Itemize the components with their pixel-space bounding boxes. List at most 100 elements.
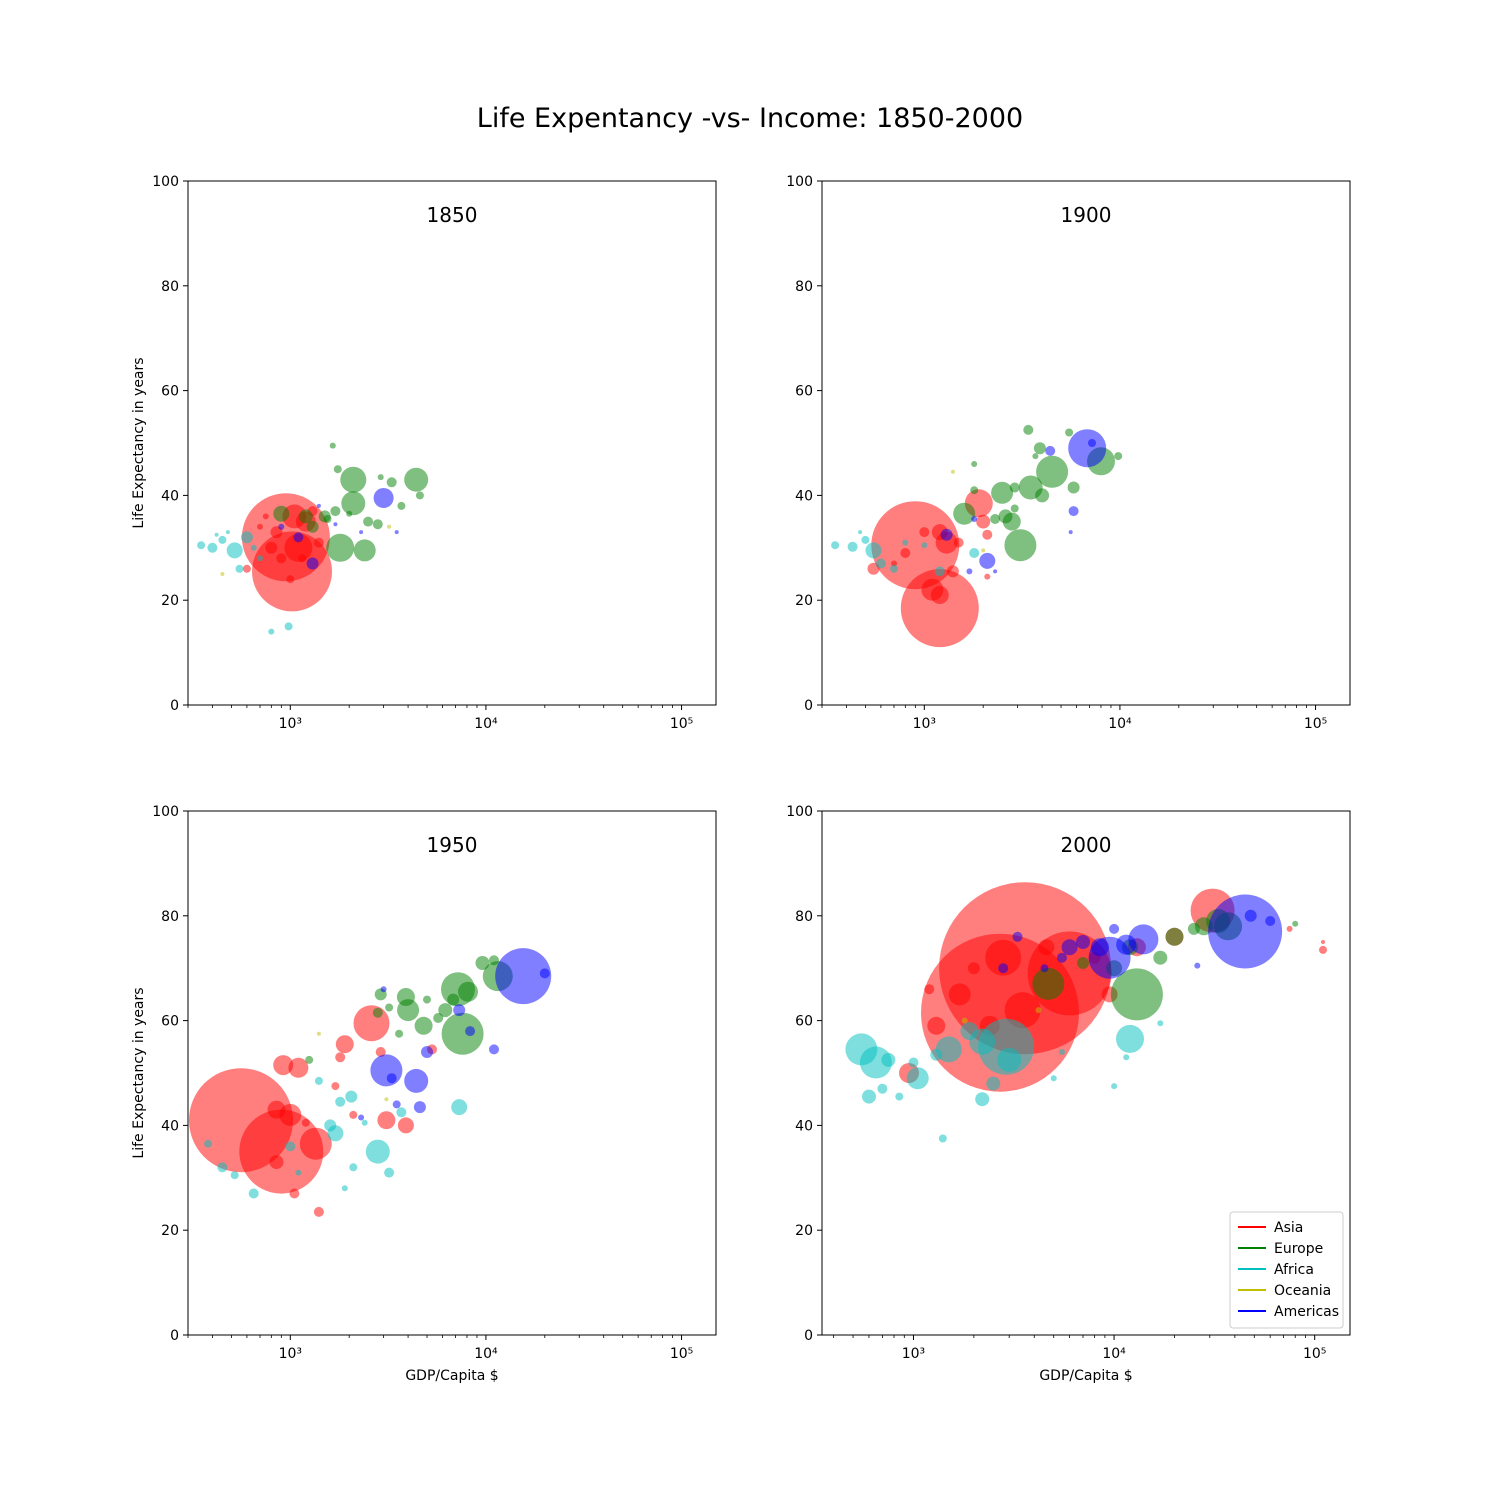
chart-panel-1850: 0 20 40 60 80 100 10³ 10⁴ 10⁵ 1850 Life Expectancy… bbox=[131, 174, 717, 732]
scatter-point bbox=[1194, 962, 1201, 969]
scatter-point bbox=[940, 528, 953, 541]
scatter-point bbox=[458, 981, 478, 1002]
scatter-point bbox=[924, 984, 935, 995]
scatter-point bbox=[1116, 1024, 1144, 1053]
scatter-point bbox=[1165, 927, 1184, 946]
scatter-point bbox=[900, 569, 979, 648]
scatter-point bbox=[1065, 428, 1074, 437]
scatter-point bbox=[946, 565, 959, 578]
y-tick-label: 80 bbox=[795, 279, 813, 295]
scatter-point bbox=[396, 988, 415, 1006]
scatter-point bbox=[404, 1068, 429, 1093]
scatter-point bbox=[257, 555, 263, 562]
scatter-point bbox=[295, 1169, 302, 1176]
scatter-points bbox=[845, 882, 1327, 1143]
scatter-point bbox=[950, 469, 955, 474]
scatter-point bbox=[1067, 481, 1080, 494]
scatter-point bbox=[217, 1162, 228, 1173]
scatter-point bbox=[359, 530, 364, 535]
y-tick-label: 0 bbox=[804, 1328, 813, 1344]
scatter-point bbox=[365, 1139, 390, 1164]
x-axis-label: GDP/Capita $ bbox=[1039, 1368, 1132, 1384]
scatter-point bbox=[1068, 506, 1079, 517]
scatter-point bbox=[220, 572, 225, 576]
scatter-point bbox=[353, 539, 376, 562]
scatter-point bbox=[900, 548, 911, 558]
scatter-point bbox=[935, 1036, 962, 1063]
series-oceania bbox=[220, 524, 392, 576]
scatter-point bbox=[895, 1092, 904, 1101]
scatter-point bbox=[1032, 967, 1065, 1000]
scatter-point bbox=[1038, 939, 1055, 956]
scatter-point bbox=[859, 1046, 892, 1079]
scatter-point bbox=[1035, 488, 1050, 503]
scatter-point bbox=[197, 541, 206, 550]
scatter-point bbox=[1153, 950, 1168, 965]
scatter-point bbox=[267, 1100, 286, 1119]
scatter-point bbox=[248, 1188, 259, 1199]
scatter-point bbox=[902, 539, 909, 546]
scatter-point bbox=[1116, 934, 1137, 955]
x-tick-label: 10⁵ bbox=[670, 1346, 693, 1362]
scatter-point bbox=[475, 956, 490, 970]
scatter-point bbox=[273, 1055, 294, 1076]
scatter-point bbox=[384, 1167, 395, 1178]
scatter-point bbox=[1077, 957, 1089, 969]
scatter-point bbox=[1033, 442, 1046, 455]
series-africa bbox=[197, 530, 293, 635]
chart-panel-1950: 0 20 40 60 80 100 10³ 10⁴ 10⁵ 1950 Life Expectancy… bbox=[131, 804, 717, 1384]
scatter-point bbox=[862, 1089, 876, 1104]
scatter-point bbox=[953, 537, 964, 548]
scatter-point bbox=[375, 1047, 386, 1057]
scatter-point bbox=[363, 516, 374, 527]
scatter-point bbox=[278, 523, 285, 530]
legend-label: Africa bbox=[1274, 1262, 1314, 1278]
scatter-point bbox=[289, 1188, 300, 1199]
x-tick-label: 10⁴ bbox=[1108, 716, 1132, 732]
scatter-points bbox=[197, 442, 429, 635]
scatter-point bbox=[1321, 940, 1325, 944]
figure-title: Life Expentancy -vs- Income: 1850-2000 bbox=[477, 103, 1023, 134]
scatter-point bbox=[1187, 922, 1200, 935]
y-tick-label: 40 bbox=[795, 488, 813, 504]
scatter-point bbox=[976, 514, 991, 529]
scatter-point bbox=[979, 552, 996, 569]
x-tick-label: 10⁴ bbox=[474, 716, 498, 732]
scatter-point bbox=[984, 573, 991, 580]
scatter-point bbox=[1088, 439, 1096, 447]
scatter-point bbox=[1032, 453, 1039, 460]
scatter-point bbox=[380, 986, 387, 993]
legend-label: Oceania bbox=[1274, 1283, 1331, 1299]
scatter-point bbox=[539, 968, 550, 979]
scatter-point bbox=[438, 1003, 453, 1018]
x-axis-label: GDP/Capita $ bbox=[405, 1368, 498, 1384]
scatter-point bbox=[415, 491, 424, 500]
scatter-point bbox=[433, 1013, 444, 1023]
y-tick-label: 40 bbox=[795, 1118, 813, 1134]
scatter-point bbox=[1319, 945, 1327, 954]
series-americas bbox=[358, 948, 552, 1121]
scatter-point bbox=[967, 962, 980, 975]
scatter-point bbox=[1040, 964, 1049, 973]
y-tick-label: 100 bbox=[786, 174, 813, 190]
scatter-point bbox=[349, 1163, 358, 1172]
scatter-point bbox=[953, 502, 976, 525]
scatter-point bbox=[273, 505, 290, 522]
scatter-point bbox=[386, 1073, 397, 1084]
scatter-point bbox=[1110, 968, 1163, 1021]
scatter-point bbox=[1111, 1083, 1118, 1090]
x-tick-label: 10⁵ bbox=[1303, 1346, 1326, 1362]
y-tick-label: 20 bbox=[795, 593, 813, 609]
scatter-point bbox=[214, 532, 219, 537]
y-axis-label: Life Expectancy in years bbox=[131, 357, 147, 528]
scatter-point bbox=[981, 548, 986, 553]
x-tick-label: 10³ bbox=[913, 716, 936, 732]
scatter-point bbox=[329, 442, 336, 449]
scatter-point bbox=[960, 1022, 979, 1041]
scatter-point bbox=[991, 481, 1014, 504]
scatter-point bbox=[1050, 1075, 1057, 1082]
scatter-point bbox=[397, 501, 406, 510]
legend-label: Asia bbox=[1274, 1220, 1303, 1236]
x-tick-label: 10³ bbox=[279, 716, 302, 732]
